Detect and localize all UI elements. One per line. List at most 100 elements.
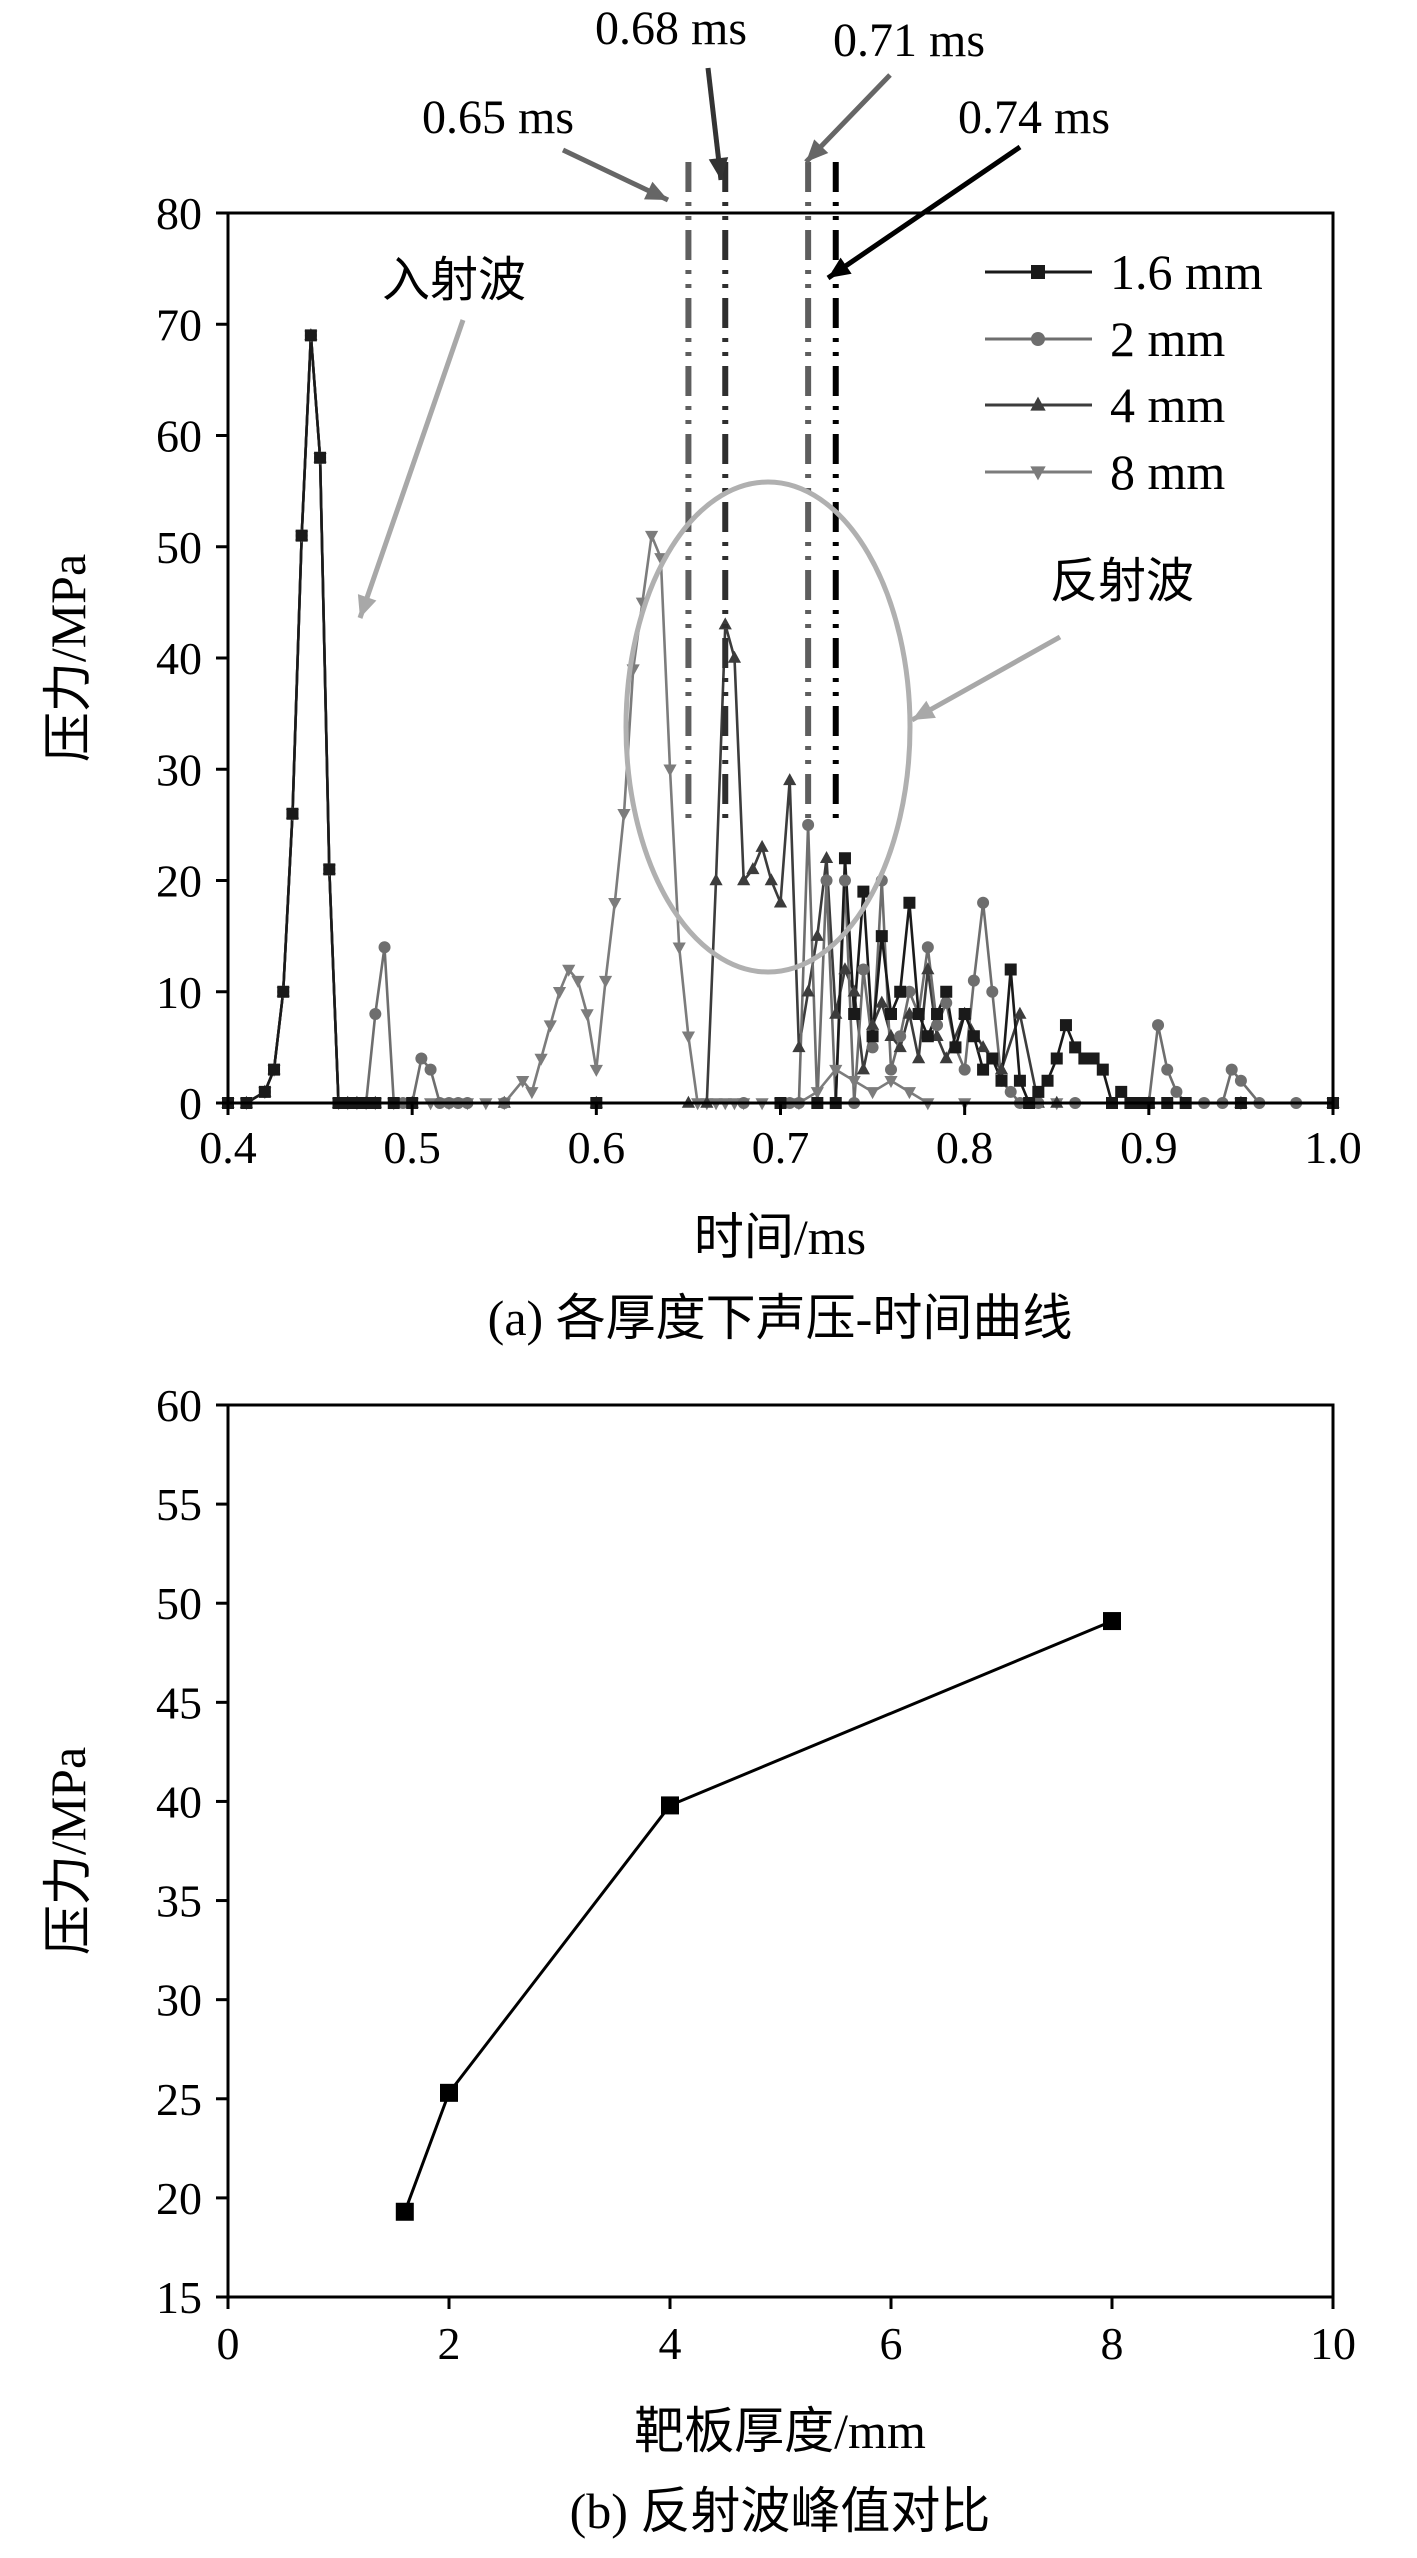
point-1-6-mm bbox=[967, 1030, 980, 1043]
point-4-mm bbox=[847, 984, 861, 997]
point-8-mm bbox=[644, 530, 659, 543]
point-1-6-mm bbox=[940, 985, 953, 998]
chart-b-x-axis-label: 靶板厚度/mm bbox=[634, 2403, 926, 2459]
point-2-mm bbox=[958, 1063, 971, 1076]
point-4-mm bbox=[783, 773, 797, 786]
point-4-mm bbox=[829, 1006, 843, 1019]
point-1-6-mm bbox=[949, 1041, 962, 1054]
point-4-mm bbox=[912, 1051, 926, 1064]
arrow-incident-wave-shaft bbox=[357, 319, 466, 619]
point-2-mm bbox=[1225, 1063, 1238, 1076]
point-1-6-mm bbox=[912, 1008, 925, 1020]
point-2-mm bbox=[857, 963, 870, 976]
point-8-mm bbox=[902, 1087, 917, 1100]
point-1-6-mm bbox=[848, 1008, 861, 1020]
point-4-mm bbox=[1013, 1006, 1027, 1019]
point-2-mm bbox=[1234, 1074, 1247, 1087]
b-ytick-label: 40 bbox=[156, 1776, 202, 1827]
point-1-6-mm bbox=[323, 863, 336, 876]
chart-a-annotation-arrows bbox=[357, 67, 1062, 975]
point-2-mm bbox=[986, 985, 999, 998]
point-1-6-mm bbox=[1004, 963, 1017, 976]
point-2-mm bbox=[903, 985, 916, 998]
point-1-6-mm bbox=[286, 807, 299, 820]
a-ytick-label: 40 bbox=[156, 633, 202, 684]
point-2-mm bbox=[1004, 1085, 1017, 1098]
arrow-incident-wave bbox=[357, 319, 466, 619]
point-8-mm bbox=[681, 1031, 696, 1044]
a-xtick-label: 0.5 bbox=[383, 1122, 441, 1173]
point-4-mm bbox=[737, 873, 751, 886]
point-8-mm bbox=[810, 1087, 824, 1100]
legend-marker-1-6-mm bbox=[1031, 265, 1045, 279]
point-8-mm bbox=[617, 808, 631, 821]
point-1-6-mm bbox=[1050, 1052, 1063, 1065]
point-8-mm bbox=[598, 975, 613, 988]
chart-b-reflected-peak: 0 2 4 6 8 10 15 20 25 30 35 40 45 50 55 60 靶板厚度/mm 压力/M… bbox=[40, 1380, 1356, 2539]
legend-label-8-mm: 8 mm bbox=[1110, 444, 1225, 500]
point-1-6-mm bbox=[295, 529, 308, 542]
point-8-mm bbox=[534, 1053, 548, 1066]
point-1-6-mm bbox=[314, 451, 327, 464]
point-4-mm bbox=[819, 851, 834, 864]
arrow-time-0-71 bbox=[804, 73, 892, 164]
a-ytick-label: 70 bbox=[156, 299, 202, 350]
point-8-mm bbox=[865, 1087, 880, 1100]
point-8-mm bbox=[589, 1064, 603, 1077]
point-1-6-mm bbox=[921, 1030, 934, 1043]
point-1-6-mm bbox=[875, 930, 888, 943]
point-2-mm bbox=[1170, 1085, 1183, 1098]
point-4-mm bbox=[939, 1051, 953, 1064]
arrow-reflected-wave-head bbox=[912, 700, 936, 720]
arrow-incident-wave-head bbox=[357, 594, 377, 618]
chart-b-series-line bbox=[403, 1619, 1113, 2213]
point-8-mm bbox=[543, 1020, 557, 1033]
point-8-mm bbox=[829, 1064, 843, 1077]
point-4-mm bbox=[875, 995, 889, 1008]
arrow-time-0-68 bbox=[705, 67, 729, 181]
point-8-mm bbox=[552, 986, 567, 999]
point-1-6-mm bbox=[1096, 1063, 1109, 1076]
b-ytick-label: 50 bbox=[156, 1578, 202, 1629]
point-8-mm bbox=[525, 1087, 539, 1100]
chart-b-caption: (b) 反射波峰值对比 bbox=[570, 2483, 991, 2539]
point-2-mm bbox=[940, 996, 953, 1009]
point-1-6-mm bbox=[1078, 1052, 1091, 1065]
a-xtick-label: 0.7 bbox=[752, 1122, 810, 1173]
point-1-6-mm bbox=[277, 985, 290, 998]
point-1-6-mm bbox=[258, 1085, 271, 1098]
b-xtick-label: 6 bbox=[880, 2318, 903, 2369]
a-xtick-label: 0.8 bbox=[936, 1122, 994, 1173]
point-8-mm bbox=[884, 1075, 898, 1088]
point-4-mm bbox=[755, 839, 769, 852]
reflected-wave-ellipse bbox=[623, 479, 913, 975]
arrow-reflected-wave bbox=[910, 634, 1062, 723]
point-2-mm bbox=[378, 941, 391, 954]
point-4-mm bbox=[865, 1017, 880, 1030]
point-1-6-mm bbox=[977, 1063, 990, 1076]
legend-label-4-mm: 4 mm bbox=[1110, 377, 1225, 433]
arrow-time-0-65 bbox=[561, 147, 670, 203]
legend-label-1-6-mm: 1.6 mm bbox=[1110, 244, 1263, 300]
chart-b-axis-ticks: 0 2 4 6 8 10 15 20 25 30 35 40 45 50 55 60 bbox=[156, 1380, 1356, 2369]
point-2-mm bbox=[820, 874, 833, 887]
point-4-mm bbox=[994, 1062, 1009, 1075]
a-ytick-label: 50 bbox=[156, 522, 202, 573]
chart-a-legend: 1.6 mm 2 mm 4 mm 8 mm bbox=[985, 244, 1263, 500]
annotation-time-0-74: 0.74 ms bbox=[958, 91, 1110, 144]
point-8-mm bbox=[562, 964, 576, 977]
point-1-6-mm bbox=[838, 852, 851, 865]
annotation-incident-wave: 入射波 bbox=[382, 254, 526, 307]
annotation-reflected-wave: 反射波 bbox=[1050, 555, 1194, 608]
point-4-mm bbox=[921, 962, 935, 975]
point-4-mm bbox=[856, 1062, 870, 1075]
annotation-time-0-68: 0.68 ms bbox=[595, 2, 747, 55]
point-2-mm bbox=[885, 1063, 897, 1076]
point-1-6-mm bbox=[268, 1063, 281, 1076]
chart-b-plot-frame bbox=[226, 1403, 1335, 2299]
point-8-mm bbox=[847, 1075, 861, 1088]
point-peak bbox=[395, 2202, 414, 2221]
legend-marker-4-mm bbox=[1030, 396, 1046, 411]
point-2-mm bbox=[1152, 1019, 1165, 1032]
